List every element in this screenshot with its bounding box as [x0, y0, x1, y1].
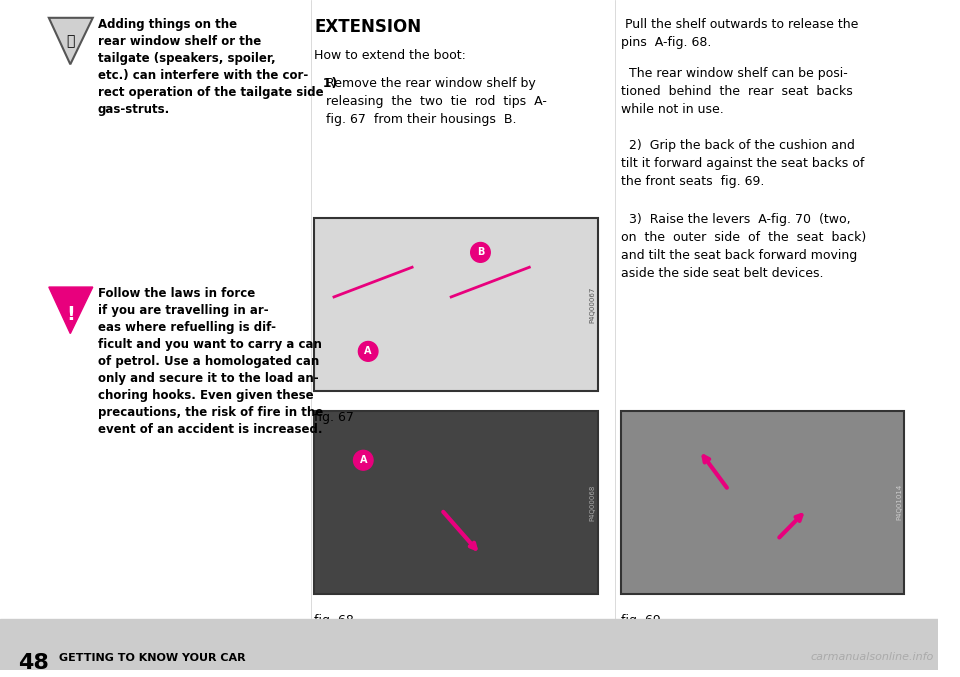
Text: 🚗: 🚗 [66, 35, 75, 49]
Bar [621, 411, 904, 594]
Text: 3)  Raise the levers  A-fig. 70  (two,
on  the  outer  side  of  the  seat  back: 3) Raise the levers A-fig. 70 (two, on t… [621, 213, 866, 280]
Text: carmanualsonline.info: carmanualsonline.info [810, 652, 934, 662]
Text: EXTENSION: EXTENSION [315, 18, 421, 36]
Text: P4Q01014: P4Q01014 [897, 484, 902, 521]
Text: GETTING TO KNOW YOUR CAR: GETTING TO KNOW YOUR CAR [59, 653, 245, 663]
Bar [315, 411, 598, 594]
Text: The rear window shelf can be posi-
tioned  behind  the  rear  seat  backs
while : The rear window shelf can be posi- tione… [621, 67, 852, 116]
Circle shape [353, 450, 373, 470]
Text: !: ! [66, 305, 75, 324]
Circle shape [358, 341, 378, 362]
Text: P4Q00068: P4Q00068 [589, 484, 596, 521]
Text: fig. 68: fig. 68 [315, 613, 354, 627]
Text: Adding things on the
rear window shelf or the
tailgate (speakers, spoiler,
etc.): Adding things on the rear window shelf o… [98, 18, 324, 116]
Polygon shape [49, 287, 93, 334]
Text: How to extend the boot:: How to extend the boot: [315, 49, 467, 62]
Text: 48: 48 [17, 653, 48, 673]
Text: 1): 1) [315, 77, 338, 90]
Bar [0, 619, 938, 670]
Text: P4Q00067: P4Q00067 [589, 286, 596, 322]
Text: Follow the laws in force
if you are travelling in ar-
eas where refuelling is di: Follow the laws in force if you are trav… [98, 287, 323, 436]
Text: fig. 67: fig. 67 [315, 411, 354, 424]
Circle shape [470, 242, 491, 262]
Text: Remove the rear window shelf by
releasing  the  two  tie  rod  tips  A-
fig. 67 : Remove the rear window shelf by releasin… [326, 77, 547, 126]
Text: B: B [477, 247, 484, 257]
Bar [315, 218, 598, 391]
Text: 2)  Grip the back of the cushion and
tilt it forward against the seat backs of
t: 2) Grip the back of the cushion and tilt… [621, 139, 864, 188]
Text: Pull the shelf outwards to release the
pins  A-fig. 68.: Pull the shelf outwards to release the p… [621, 18, 858, 49]
Text: fig. 69: fig. 69 [621, 613, 660, 627]
Polygon shape [49, 18, 93, 64]
Text: A: A [365, 347, 372, 356]
Text: A: A [360, 455, 367, 465]
